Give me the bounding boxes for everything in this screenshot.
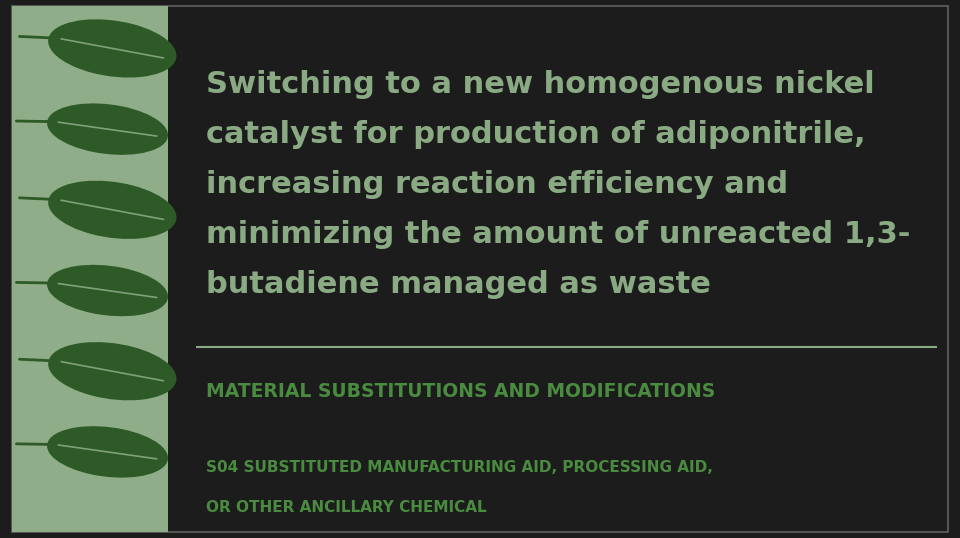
Ellipse shape — [47, 103, 168, 155]
Text: increasing reaction efficiency and: increasing reaction efficiency and — [206, 170, 788, 199]
Text: Switching to a new homogenous nickel: Switching to a new homogenous nickel — [206, 70, 876, 99]
Text: OR OTHER ANCILLARY CHEMICAL: OR OTHER ANCILLARY CHEMICAL — [206, 500, 487, 515]
Ellipse shape — [47, 265, 168, 316]
Text: S04 SUBSTITUTED MANUFACTURING AID, PROCESSING AID,: S04 SUBSTITUTED MANUFACTURING AID, PROCE… — [206, 460, 713, 475]
Text: MATERIAL SUBSTITUTIONS AND MODIFICATIONS: MATERIAL SUBSTITUTIONS AND MODIFICATIONS — [206, 382, 715, 401]
Ellipse shape — [48, 181, 177, 239]
Text: butadiene managed as waste: butadiene managed as waste — [206, 270, 711, 299]
Ellipse shape — [48, 19, 177, 77]
Text: catalyst for production of adiponitrile,: catalyst for production of adiponitrile, — [206, 120, 866, 149]
Bar — [12, 6, 168, 532]
Ellipse shape — [48, 342, 177, 400]
Ellipse shape — [47, 426, 168, 478]
FancyBboxPatch shape — [12, 6, 948, 532]
Text: minimizing the amount of unreacted 1,3-: minimizing the amount of unreacted 1,3- — [206, 220, 911, 249]
